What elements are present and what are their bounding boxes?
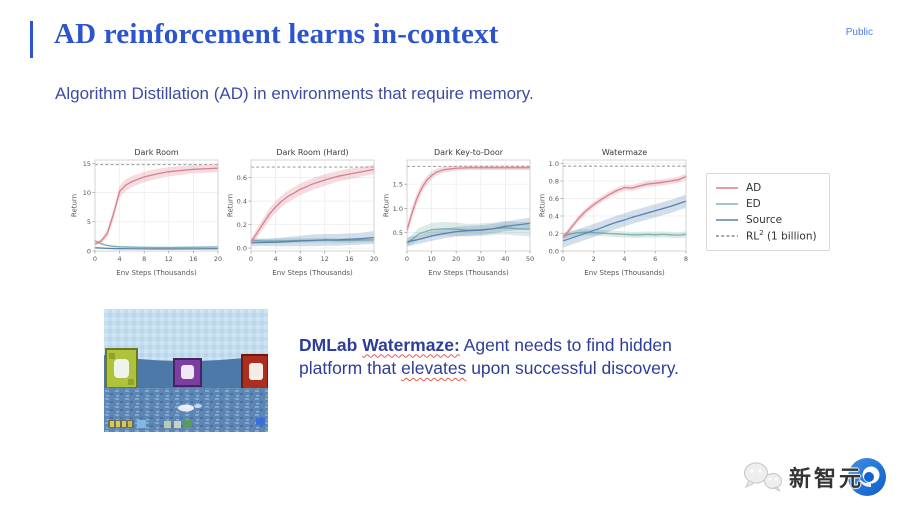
svg-text:1.0: 1.0 (393, 205, 403, 213)
chart-dark-room-hard: 0 4 8 12 16 20 0.0 0.2 0.4 0.6 Dark Room (Hard) Env… (226, 146, 379, 283)
caption-segment: elevates (401, 357, 467, 378)
watermaze-screenshot (104, 309, 269, 432)
svg-text:Return: Return (71, 194, 79, 217)
svg-text:20: 20 (370, 255, 378, 263)
legend-item-source: Source (715, 212, 817, 228)
svg-text:40: 40 (501, 255, 509, 263)
legend-line-sample (716, 187, 738, 189)
svg-text:12: 12 (165, 255, 173, 263)
svg-text:0.4: 0.4 (237, 197, 247, 205)
hud (108, 418, 265, 428)
svg-text:0: 0 (405, 255, 409, 263)
svg-text:4: 4 (274, 255, 278, 263)
svg-text:12: 12 (321, 255, 329, 263)
watermaze-caption: DMLab Watermaze: Agent needs to find hid… (299, 334, 749, 381)
red-panel (241, 354, 269, 391)
svg-text:15: 15 (83, 160, 91, 168)
chart-dark-room: 0 4 8 12 16 20 0 5 10 15 Dark Room Env Steps (Thous… (70, 146, 223, 283)
caption-segment: DMLab (299, 334, 363, 355)
svg-text:16: 16 (345, 255, 353, 263)
chart-watermaze: 0 2 4 6 8 0.0 0.2 0.4 0.6 0.8 1.0 Watermaze Env Step… (538, 146, 690, 283)
watermaze-image-svg (104, 309, 269, 432)
legend-line-sample (716, 235, 738, 237)
svg-text:2: 2 (592, 255, 596, 263)
svg-text:0.6: 0.6 (237, 174, 247, 182)
svg-text:Return: Return (383, 194, 391, 217)
svg-text:0: 0 (561, 255, 565, 263)
svg-text:0: 0 (87, 247, 91, 255)
svg-text:Env Steps (Thousands): Env Steps (Thousands) (584, 269, 665, 277)
legend-item-ad: AD (715, 180, 817, 196)
svg-text:Env Steps (Thousands): Env Steps (Thousands) (116, 269, 197, 277)
svg-text:8: 8 (298, 255, 302, 263)
page-title: AD reinforcement learns in-context (54, 18, 499, 50)
svg-text:Env Steps (Thousands): Env Steps (Thousands) (272, 269, 353, 277)
svg-text:Return: Return (227, 194, 235, 217)
legend: AD ED Source RL2 (1 billion) (706, 173, 830, 251)
dark-room-chart-svg: 0 4 8 12 16 20 0 5 10 15 Dark Room Env Steps (Thous… (71, 148, 223, 277)
legend-item-ed: ED (715, 196, 817, 212)
legend-label: Source (746, 214, 783, 226)
svg-text:0: 0 (249, 255, 253, 263)
svg-text:Dark Room: Dark Room (134, 148, 179, 157)
svg-text:10: 10 (83, 189, 91, 197)
svg-text:0.2: 0.2 (237, 221, 247, 229)
svg-text:30: 30 (477, 255, 485, 263)
caption-segment: upon successful discovery. (466, 357, 680, 378)
svg-text:8: 8 (142, 255, 146, 263)
svg-text:0.0: 0.0 (549, 247, 559, 255)
svg-text:6: 6 (653, 255, 657, 263)
charts-row: 0 4 8 12 16 20 0 5 10 15 Dark Room Env Steps (Thous… (70, 146, 830, 283)
logo-swirl-icon (847, 457, 887, 497)
caption-segment: Agent needs to find hidden (459, 334, 672, 355)
svg-text:0.5: 0.5 (393, 229, 403, 237)
svg-text:0.6: 0.6 (549, 195, 559, 203)
splash (178, 404, 194, 412)
svg-text:20: 20 (452, 255, 460, 263)
legend-line-sample (716, 203, 738, 205)
svg-text:0.8: 0.8 (549, 177, 559, 185)
legend-label: RL2 (1 billion) (746, 229, 817, 243)
svg-text:0.4: 0.4 (549, 212, 559, 220)
svg-text:20: 20 (214, 255, 222, 263)
legend-item-rl: RL2 (1 billion) (715, 228, 817, 244)
svg-text:1.0: 1.0 (549, 160, 559, 168)
svg-text:16: 16 (189, 255, 197, 263)
caption-segment: platform that (299, 357, 402, 378)
footer-logo: 新智元 (741, 457, 887, 497)
svg-text:Return: Return (539, 194, 547, 217)
svg-text:0: 0 (93, 255, 97, 263)
svg-text:0.2: 0.2 (549, 230, 559, 238)
slide-subtitle: Algorithm Distillation (AD) in environme… (55, 84, 534, 103)
svg-text:Watermaze: Watermaze (602, 148, 647, 157)
legend-label: AD (746, 182, 762, 194)
svg-text:1.5: 1.5 (393, 181, 403, 189)
svg-text:50: 50 (526, 255, 534, 263)
svg-text:Dark Room (Hard): Dark Room (Hard) (276, 148, 348, 157)
svg-text:8: 8 (684, 255, 688, 263)
legend-line-sample (716, 219, 738, 221)
chart-dark-key-to-door: 0 10 20 30 40 50 0.5 1.0 1.5 Dark Key-to-Door Env … (382, 146, 535, 283)
yellow-panel (105, 348, 138, 389)
svg-text:0.0: 0.0 (237, 244, 247, 252)
wechat-icon (741, 459, 785, 495)
svg-text:4: 4 (118, 255, 122, 263)
dark-room-hard-chart-svg: 0 4 8 12 16 20 0.0 0.2 0.4 0.6 Dark Room (Hard) Env… (227, 148, 379, 277)
svg-text:Dark Key-to-Door: Dark Key-to-Door (434, 148, 504, 157)
svg-text:5: 5 (87, 218, 91, 226)
caption-segment: Watermaze: (362, 334, 460, 355)
title-accent-bar (30, 21, 33, 58)
svg-text:4: 4 (622, 255, 626, 263)
visibility-badge: Public (845, 27, 873, 38)
legend-label: ED (746, 198, 761, 210)
dark-key-to-door-chart-svg: 0 10 20 30 40 50 0.5 1.0 1.5 Dark Key-to-Door Env … (383, 148, 535, 277)
logo-text: 新智元 (788, 466, 864, 491)
svg-text:Env Steps (Thousands): Env Steps (Thousands) (428, 269, 509, 277)
purple-panel (173, 358, 202, 387)
watermaze-chart-svg: 0 2 4 6 8 0.0 0.2 0.4 0.6 0.8 1.0 Watermaze Env Step… (539, 148, 689, 277)
svg-text:10: 10 (427, 255, 435, 263)
